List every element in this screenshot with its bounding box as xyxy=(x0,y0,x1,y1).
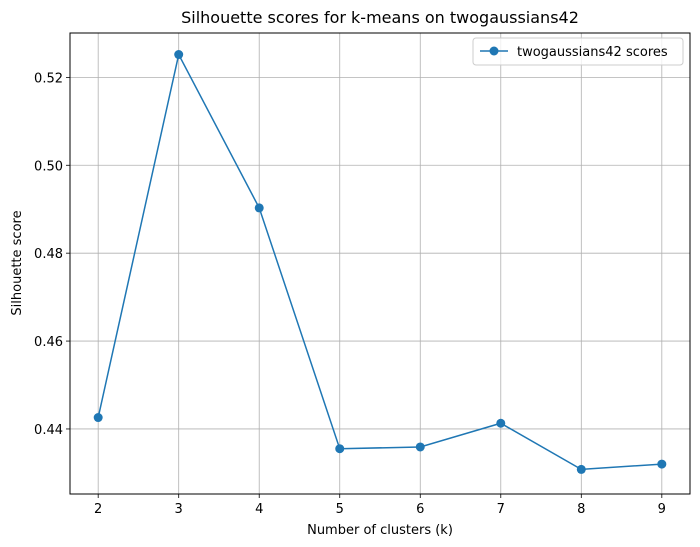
data-point xyxy=(496,418,506,428)
y-tick-label: 0.44 xyxy=(34,423,63,438)
ticks: 2 3 4 5 6 7 8 9 0.44 0.46 0.48 0.50 0.52 xyxy=(34,71,666,517)
x-tick-label: 6 xyxy=(416,502,424,517)
y-tick-label: 0.50 xyxy=(34,159,63,174)
y-tick-label: 0.52 xyxy=(34,71,63,86)
grid xyxy=(70,33,690,494)
y-axis-label: Silhouette score xyxy=(10,210,25,315)
data-point xyxy=(93,413,103,423)
series-line xyxy=(97,52,662,471)
x-tick-label: 4 xyxy=(255,502,263,517)
plot-frame xyxy=(69,32,691,495)
x-tick-label: 3 xyxy=(175,502,183,517)
x-tick-label: 5 xyxy=(336,502,344,517)
chart-title: Silhouette scores for k-means on twogaus… xyxy=(181,8,579,27)
x-tick-label: 9 xyxy=(658,502,666,517)
data-point xyxy=(657,459,667,469)
legend-box xyxy=(472,37,684,66)
y-tick-label: 0.46 xyxy=(34,335,63,350)
legend: twogaussians42 scores xyxy=(472,37,684,66)
data-point xyxy=(254,203,264,213)
y-tick-label: 0.48 xyxy=(34,247,63,262)
data-point xyxy=(576,464,586,474)
data-point xyxy=(174,50,184,60)
series-layer xyxy=(93,50,667,474)
legend-label: twogaussians42 scores xyxy=(517,45,668,60)
x-axis-label: Number of clusters (k) xyxy=(307,523,453,538)
data-point xyxy=(335,444,345,454)
x-tick-label: 8 xyxy=(577,502,585,517)
x-tick-label: 7 xyxy=(497,502,505,517)
legend-marker xyxy=(489,46,499,56)
data-point xyxy=(415,442,425,452)
x-tick-label: 2 xyxy=(94,502,102,517)
